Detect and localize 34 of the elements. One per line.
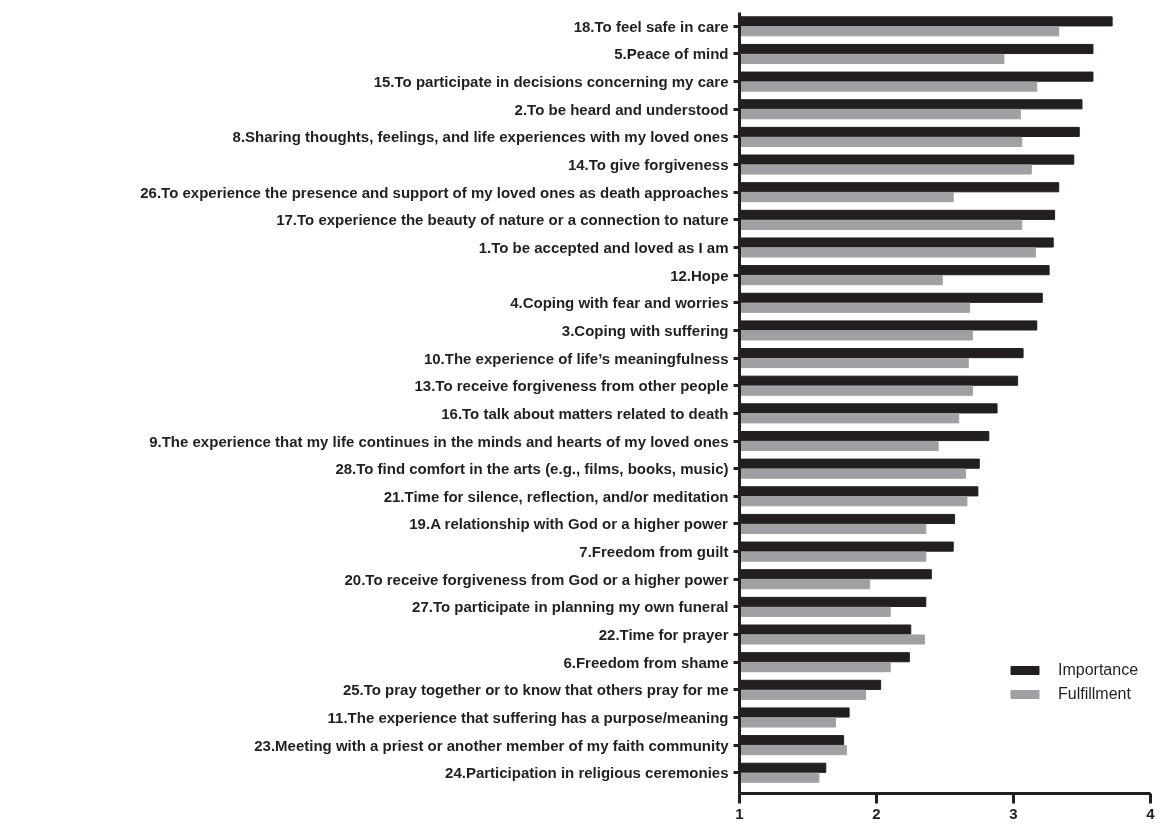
legend-label: Fulfillment [1058,685,1131,703]
y-tick-label: 10.The experience of life’s meaningfulness [423,349,729,367]
y-tick-label: 7.Freedom from guilt [579,543,729,561]
y-tick-label: 2.To be heard and understood [514,100,729,118]
y-tick-label: 18.To feel safe in care [573,17,729,35]
y-tick-label: 5.Peace of mind [614,45,729,63]
y-tick-label: 21.Time for silence, reflection, and/or meditation [383,487,729,505]
y-tick-label: 15.To participate in decisions concerning my care [373,73,729,91]
y-tick-label: 12.Hope [670,266,729,284]
y-tick-label: 27.To participate in planning my own funeral [412,598,729,616]
y-tick-label: 13.To receive forgiveness from other people [414,377,729,395]
legend-label: Importance [1058,661,1139,679]
y-tick-label: 4.Coping with fear and worries [510,294,729,312]
y-tick-label: 28.To find comfort in the arts (e.g., films, books, music) [335,460,729,478]
y-tick-label: 8.Sharing thoughts, feelings, and life experiences with my loved ones [232,128,729,146]
y-tick-label: 17.To experience the beauty of nature or a connection to nature [276,211,729,229]
x-tick-label: 4 [1146,804,1156,822]
y-tick-label: 26.To experience the presence and support of my loved ones as death approaches [140,183,729,201]
y-tick-label: 20.To receive forgiveness from God or a higher power [344,570,729,588]
y-tick-label: 19.A relationship with God or a higher power [409,515,729,533]
y-tick-label: 6.Freedom from shame [563,653,729,671]
y-tick-label: 1.To be accepted and loved as I am [478,238,729,256]
y-tick-label: 22.Time for prayer [598,626,729,644]
y-tick-label: 9.The experience that my life continues in the minds and hearts of my loved ones [149,432,729,450]
y-tick-label: 3.Coping with suffering [561,321,729,339]
y-tick-label: 25.To pray together or to know that others pray for me [342,681,729,699]
x-tick-label: 3 [1009,804,1018,822]
x-tick-label: 2 [872,804,881,822]
y-tick-label: 16.To talk about matters related to death [441,404,729,422]
x-tick-label: 1 [735,804,744,822]
y-tick-label: 14.To give forgiveness [567,156,729,174]
y-tick-label: 11.The experience that suffering has a purpose/meaning [327,708,729,726]
y-tick-label: 23.Meeting with a priest or another member of my faith community [254,736,730,754]
y-tick-label: 24.Participation in religious ceremonies [445,764,729,782]
